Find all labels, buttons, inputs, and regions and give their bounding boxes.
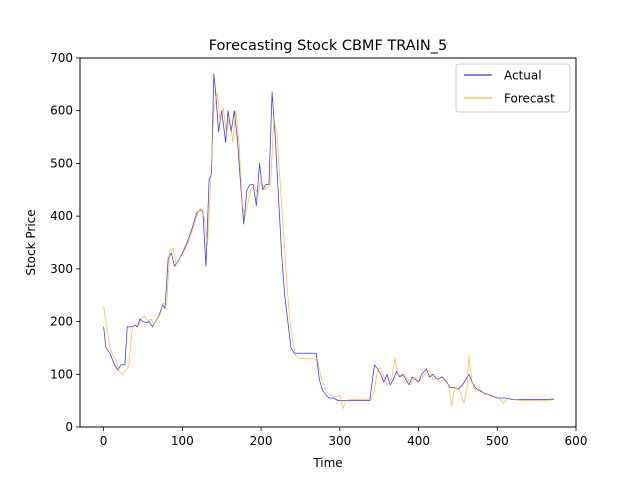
x-axis-title: Time	[312, 456, 342, 470]
y-tick-label: 0	[65, 420, 73, 434]
plot-frame	[79, 57, 577, 428]
plot-area	[103, 73, 555, 409]
chart-title: Forecasting Stock CBMF TRAIN_5	[209, 38, 448, 54]
x-tick-label: 300	[328, 434, 351, 448]
x-tick-label: 400	[407, 434, 430, 448]
legend-label-actual: Actual	[504, 69, 542, 83]
x-tick-label: 0	[100, 434, 108, 448]
x-tick-label: 500	[486, 434, 509, 448]
series-layer	[103, 73, 555, 409]
y-tick-label: 200	[50, 315, 73, 329]
legend: Actual Forecast	[455, 63, 571, 113]
y-axis-title: Stock Price	[24, 209, 38, 275]
legend-box	[455, 63, 571, 113]
legend-label-forecast: Forecast	[504, 92, 555, 106]
series-line-forecast	[103, 91, 555, 409]
y-tick-label: 600	[50, 104, 73, 118]
y-tick-label: 700	[50, 51, 73, 65]
x-axis: 0 100 200 300 400 500 600	[100, 427, 588, 448]
y-tick-label: 500	[50, 156, 73, 170]
x-tick-label: 200	[250, 434, 273, 448]
y-tick-label: 400	[50, 209, 73, 223]
y-tick-label: 100	[50, 367, 73, 381]
y-tick-label: 300	[50, 262, 73, 276]
y-axis: 0 100 200 300 400 500 600 700	[50, 51, 80, 434]
x-tick-label: 100	[171, 434, 194, 448]
x-tick-label: 600	[565, 434, 588, 448]
